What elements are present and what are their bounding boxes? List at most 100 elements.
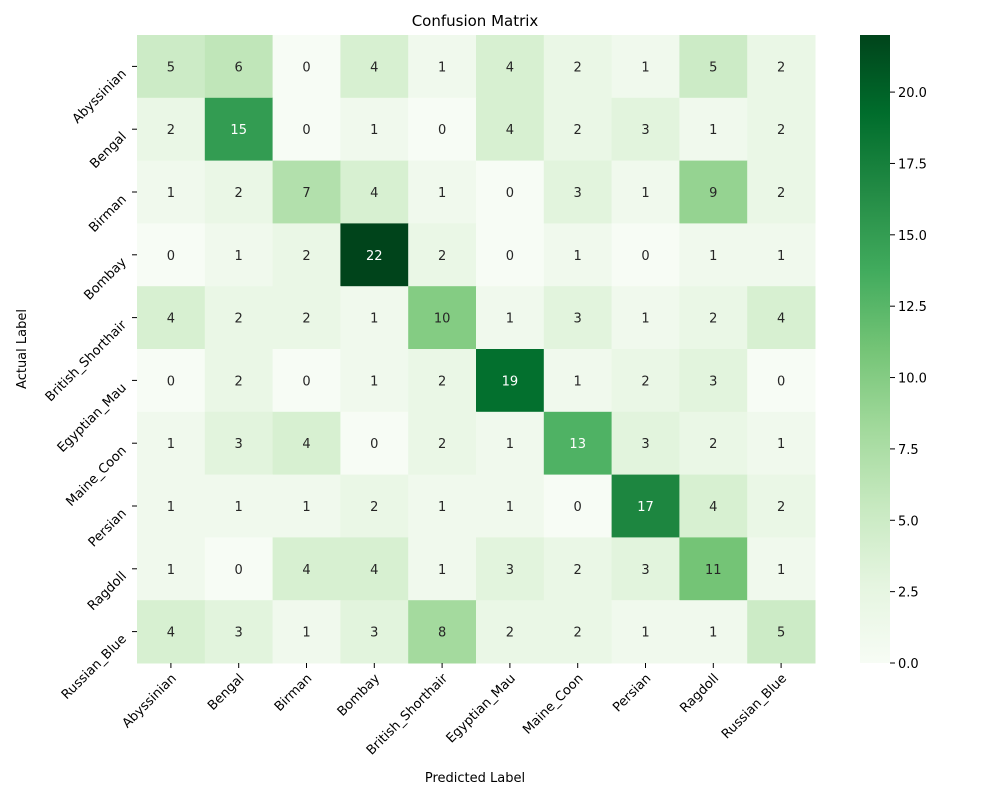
cell-value-label: 2 <box>641 374 649 389</box>
heatmap-cell <box>747 223 816 287</box>
x-tick-label: Abyssinian <box>120 671 180 731</box>
heatmap-cell <box>204 35 274 99</box>
heatmap-cell <box>611 286 680 350</box>
heatmap-cell <box>543 286 613 350</box>
heatmap-cell <box>747 286 816 350</box>
heatmap-cell <box>476 97 545 162</box>
heatmap-cell <box>747 474 816 538</box>
cell-value-label: 6 <box>235 60 243 75</box>
heatmap-cell <box>543 474 613 538</box>
y-tick-label: Bengal <box>87 129 129 171</box>
cell-value-label: 4 <box>506 60 514 75</box>
heatmap-cell <box>408 411 477 476</box>
cell-value-label: 2 <box>777 60 785 75</box>
heatmap-cell <box>204 600 274 664</box>
heatmap-cell <box>476 223 545 287</box>
heatmap-cell <box>476 600 545 664</box>
heatmap-cell <box>408 600 477 664</box>
cell-value-label: 1 <box>641 186 649 201</box>
cell-value-label: 4 <box>302 563 310 578</box>
heatmap-cell <box>408 97 477 162</box>
colorbar-tick-label: 15.0 <box>898 229 927 244</box>
cell-value-label: 1 <box>370 123 378 138</box>
heatmap-cell <box>408 474 477 538</box>
heatmap-cell <box>679 349 748 413</box>
cell-value-label: 3 <box>709 374 717 389</box>
heatmap-cell <box>611 349 680 413</box>
x-tick-label: Bengal <box>205 671 247 713</box>
heatmap-cell <box>408 537 477 601</box>
cell-value-label: 2 <box>709 437 717 452</box>
cell-value-label: 0 <box>574 500 582 515</box>
cell-value-label: 1 <box>574 374 582 389</box>
cell-value-label: 0 <box>438 123 446 138</box>
cell-value-label: 4 <box>167 626 175 641</box>
cell-value-label: 1 <box>167 500 175 515</box>
heatmap-cell <box>476 349 545 413</box>
heatmap-cell <box>272 160 341 224</box>
heatmap-cell <box>204 537 274 601</box>
cell-value-label: 4 <box>167 312 175 327</box>
heatmap-cell <box>747 97 816 162</box>
heatmap-cell <box>747 160 816 224</box>
cell-value-label: 1 <box>709 249 717 264</box>
heatmap-cell <box>747 537 816 601</box>
heatmap-cell <box>272 223 341 287</box>
cell-value-label: 1 <box>302 626 310 641</box>
cell-value-label: 0 <box>641 249 649 264</box>
heatmap-cell <box>611 600 680 664</box>
cell-value-label: 3 <box>641 437 649 452</box>
y-tick-label: Ragdoll <box>85 569 130 614</box>
heatmap-cell <box>476 537 545 601</box>
cell-value-label: 0 <box>167 374 175 389</box>
heatmap-cell <box>137 286 206 350</box>
cell-value-label: 19 <box>502 374 519 389</box>
cell-value-label: 0 <box>506 249 514 264</box>
heatmap-cell <box>611 411 680 476</box>
cell-value-label: 1 <box>167 186 175 201</box>
cell-value-label: 1 <box>506 312 514 327</box>
heatmap-cell <box>272 411 341 476</box>
cell-value-label: 1 <box>574 249 582 264</box>
cell-value-label: 4 <box>777 312 785 327</box>
heatmap-cell <box>476 160 545 224</box>
heatmap-cell <box>611 97 680 162</box>
heatmap-cell <box>340 537 409 601</box>
cell-value-label: 2 <box>167 123 175 138</box>
y-tick-label: Maine_Coon <box>64 443 130 509</box>
cell-value-label: 1 <box>709 626 717 641</box>
cell-value-label: 1 <box>709 123 717 138</box>
cell-value-label: 2 <box>438 374 446 389</box>
y-axis-label: Actual Label <box>15 309 30 389</box>
heatmap-cell <box>137 474 206 538</box>
cell-value-label: 1 <box>167 563 175 578</box>
heatmap-cells: 5 6 0 4 1 4 2 1 5 22 15 0 1 0 4 2 3 1 21 2 7 4 1 0 3 1 9 20 1 2 22 2 0 1 0… <box>137 35 816 664</box>
cell-value-label: 0 <box>302 60 310 75</box>
heatmap-cell <box>747 35 816 99</box>
colorbar-tick-label: 12.5 <box>898 300 927 315</box>
heatmap-cell <box>543 537 613 601</box>
heatmap-cell <box>204 474 274 538</box>
heatmap-cell <box>476 35 545 99</box>
colorbar-tick-label: 10.0 <box>898 372 927 387</box>
cell-value-label: 1 <box>641 60 649 75</box>
x-tick-label: Maine_Coon <box>520 671 586 737</box>
heatmap-cell <box>340 474 409 538</box>
heatmap-cell <box>272 286 341 350</box>
heatmap-cell <box>204 97 274 162</box>
heatmap-cell <box>679 411 748 476</box>
cell-value-label: 1 <box>438 60 446 75</box>
cell-value-label: 0 <box>302 374 310 389</box>
cell-value-label: 2 <box>574 563 582 578</box>
heatmap-cell <box>272 537 341 601</box>
heatmap-cell <box>204 160 274 224</box>
heatmap-cell <box>611 160 680 224</box>
heatmap-cell <box>543 97 613 162</box>
heatmap-cell <box>747 349 816 413</box>
x-axis-label: Predicted Label <box>425 771 525 786</box>
heatmap-cell <box>137 537 206 601</box>
heatmap-cell <box>340 35 409 99</box>
heatmap-cell <box>272 474 341 538</box>
cell-value-label: 1 <box>302 500 310 515</box>
